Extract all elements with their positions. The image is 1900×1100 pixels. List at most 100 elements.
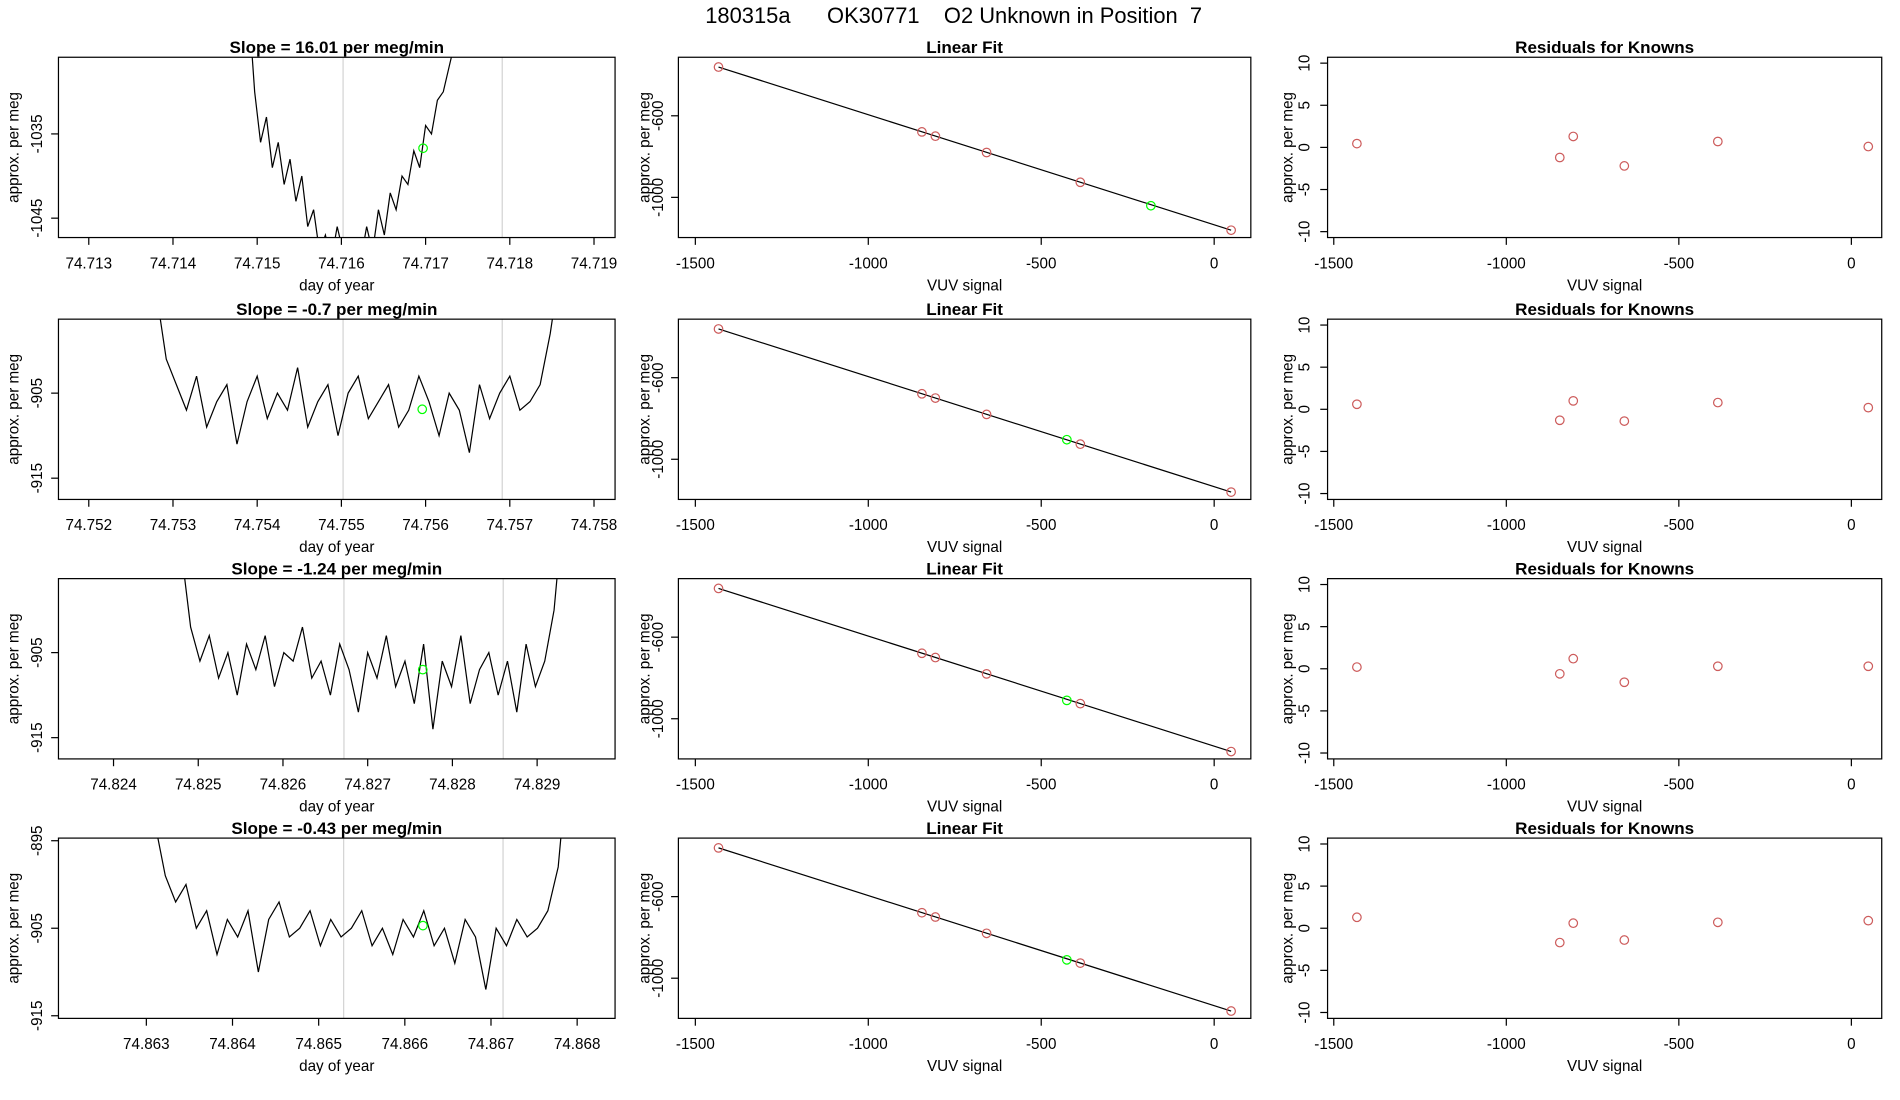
y-axis-label: approx. per meg [1280,92,1297,203]
point [917,388,927,399]
x-tick-label: 74.828 [429,777,476,794]
point [1061,954,1072,965]
x-tick-label: 74.714 [150,255,197,272]
x-tick-label: 74.864 [209,1036,256,1053]
y-tick-label: -895 [29,825,46,855]
y-axis-label: approx. per meg [1280,354,1297,465]
point [1619,161,1630,171]
x-tick-label: 74.825 [175,777,222,794]
panel-title: Linear Fit [926,38,1003,57]
panel-title: Slope = -1.24 per meg/min [231,560,442,579]
y-tick-label: -1045 [29,199,46,238]
point [1554,415,1565,426]
x-axis-label: day of year [299,799,374,816]
y-tick-label: -5 [1297,445,1314,459]
y-tick-label: 10 [1297,55,1314,72]
y-tick-label: -600 [650,362,667,392]
panel-title: Slope = 16.01 per meg/min [229,38,444,57]
y-tick-label: 10 [1297,836,1314,853]
panel-title: Linear Fit [926,560,1003,579]
point [1226,746,1236,757]
x-tick-label: 74.829 [514,777,561,794]
plot-frame [57,318,616,501]
y-tick-label: -915 [29,1001,46,1031]
x-tick-label: 74.755 [318,517,365,534]
x-tick-label: -1000 [1487,777,1526,794]
point [1352,662,1362,672]
unknown-point [417,404,428,415]
data-line [184,578,558,730]
panel: Linear Fit VUV signal approx. per meg -1500… [637,819,1252,1075]
plot-frame [57,837,616,1019]
y-tick-label: -10 [1297,221,1314,243]
panel-title: Slope = -0.43 per meg/min [231,819,442,838]
point [1075,177,1086,188]
x-tick-label: -1500 [676,777,715,794]
fit-line [718,328,1232,493]
x-tick-label: -1000 [849,517,888,534]
fit-line [718,66,1232,231]
y-axis-label: approx. per meg [1280,873,1297,984]
x-tick-label: 0 [1210,777,1218,794]
y-tick-label: -915 [29,463,46,493]
point [713,324,724,334]
unknown-point [418,920,428,931]
panel-title: Slope = -0.7 per meg/min [236,300,437,319]
data-line [159,319,553,453]
x-tick-label: -500 [1026,255,1056,272]
point [981,928,992,939]
x-axis-label: day of year [299,277,374,294]
x-axis-label: VUV signal [1567,799,1642,816]
y-axis-label: approx. per meg [6,354,23,465]
unknown-point [418,143,428,154]
point [930,912,941,922]
x-tick-label: 0 [1210,1036,1218,1053]
x-tick-label: -500 [1026,777,1056,794]
y-tick-label: -1000 [650,699,667,738]
y-tick-label: -915 [29,722,46,752]
y-axis-label: approx. per meg [6,92,23,203]
panel: Linear Fit VUV signal approx. per meg -1500… [637,560,1252,816]
y-tick-label: -905 [29,913,46,943]
y-tick-label: 10 [1297,576,1314,593]
panel-title: Linear Fit [926,300,1003,319]
x-tick-label: -1500 [676,255,715,272]
panel-title: Residuals for Knowns [1515,38,1694,57]
point [713,583,724,594]
y-tick-label: 5 [1297,101,1314,109]
y-tick-label: -5 [1297,704,1314,718]
panel: Residuals for Knowns VUV signal approx. pe… [1280,300,1883,556]
y-tick-label: 10 [1297,317,1314,334]
point [1619,416,1630,426]
x-tick-label: 0 [1847,517,1855,534]
y-tick-label: -10 [1297,483,1314,505]
panel: Slope = -0.43 per meg/min day of year appr… [6,819,616,1075]
panel: Slope = -0.7 per meg/min day of year appro… [6,300,618,556]
point [930,131,941,142]
y-tick-label: -905 [29,637,46,667]
x-tick-label: 0 [1847,777,1855,794]
x-tick-label: 0 [1210,517,1218,534]
x-tick-label: -1000 [1487,1036,1526,1053]
x-axis-label: VUV signal [927,277,1002,294]
panel: Slope = 16.01 per meg/min day of year appr… [6,38,618,294]
point [1619,935,1630,945]
point [981,668,992,679]
plot-frame [57,56,616,239]
x-tick-label: 74.757 [487,517,534,534]
panel-title: Residuals for Knowns [1515,300,1694,319]
x-tick-label: 74.715 [234,255,281,272]
x-tick-label: -500 [1026,517,1056,534]
point [1226,1006,1236,1016]
y-tick-label: 0 [1297,924,1314,932]
y-tick-label: -10 [1297,742,1314,764]
y-axis-label: approx. per meg [1280,613,1297,724]
x-tick-label: 74.753 [150,517,197,534]
point [917,127,927,137]
y-tick-label: -1035 [29,114,46,153]
y-axis-label: approx. per meg [637,354,654,465]
y-tick-label: -600 [650,101,667,131]
plot-frame [57,578,616,760]
y-tick-label: -5 [1297,964,1314,978]
